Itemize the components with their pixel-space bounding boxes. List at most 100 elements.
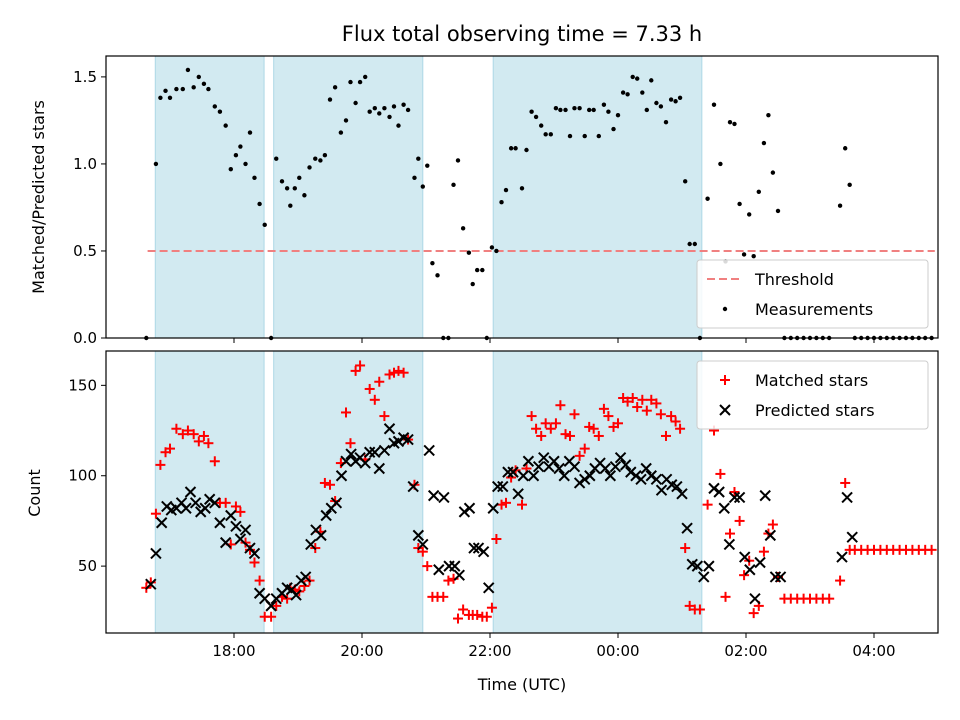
predicted-stars-point-b bbox=[846, 531, 858, 543]
matched-stars-point bbox=[598, 403, 609, 414]
predicted-stars-point bbox=[728, 491, 741, 504]
predicted-stars-point bbox=[487, 502, 499, 514]
predicted-stars-point-b bbox=[402, 433, 414, 446]
predicted-stars-point-b bbox=[619, 459, 632, 471]
predicted-stars-point bbox=[718, 502, 730, 514]
measurement-point bbox=[533, 114, 539, 120]
y-tick-label: 100 bbox=[68, 467, 97, 485]
matched-stars-point bbox=[254, 575, 265, 586]
measurement-point bbox=[756, 189, 761, 194]
measurement-point bbox=[489, 245, 495, 250]
observing-window-0 bbox=[154, 350, 265, 634]
predicted-stars-point bbox=[402, 433, 414, 446]
predicted-stars-point-b bbox=[299, 571, 312, 583]
predicted-stars-point bbox=[392, 435, 405, 448]
measurement-point bbox=[596, 133, 601, 139]
legend-predicted-swatch-b bbox=[719, 404, 731, 416]
predicted-stars-point bbox=[614, 451, 627, 464]
measurement-point bbox=[529, 109, 534, 114]
predicted-stars-point bbox=[558, 470, 570, 482]
predicted-stars-point-b bbox=[145, 578, 157, 590]
predicted-stars-point-b bbox=[320, 509, 332, 522]
counts-legend: Matched stars Predicted stars bbox=[696, 360, 929, 430]
measurement-point bbox=[367, 109, 372, 114]
matched-stars-point bbox=[171, 423, 182, 434]
matched-stars-point bbox=[220, 497, 231, 508]
matched-stars-point bbox=[670, 416, 681, 427]
measurement-point bbox=[401, 102, 406, 107]
predicted-stars-point-b bbox=[491, 480, 504, 493]
predicted-stars-point-b bbox=[522, 455, 535, 467]
predicted-stars-point-b bbox=[841, 491, 853, 504]
measurement-point bbox=[412, 175, 417, 181]
measurement-point bbox=[377, 111, 382, 116]
predicted-stars-point-b bbox=[563, 455, 576, 467]
predicted-stars-point-b bbox=[345, 448, 357, 460]
predicted-stars-point bbox=[739, 551, 751, 563]
measurement-point bbox=[167, 95, 173, 100]
matched-stars-point bbox=[458, 604, 469, 615]
observing-window-1 bbox=[273, 350, 424, 634]
predicted-stars-point bbox=[703, 560, 715, 572]
matched-stars-point bbox=[675, 423, 686, 434]
y-tick-label: 1.0 bbox=[73, 155, 97, 173]
measurement-point bbox=[582, 133, 587, 139]
measurement-point bbox=[252, 175, 257, 181]
matched-stars-point bbox=[702, 499, 713, 510]
predicted-stars-point-b bbox=[363, 446, 376, 458]
measurement-point bbox=[843, 146, 848, 151]
x-tick-label: 04:00 bbox=[852, 642, 895, 660]
matched-stars-point bbox=[641, 405, 652, 416]
predicted-stars-point-b bbox=[507, 466, 519, 478]
matched-stars-point bbox=[720, 591, 731, 602]
measurement-point bbox=[611, 126, 616, 132]
predicted-stars-point-b bbox=[203, 493, 216, 505]
predicted-stars-point-b bbox=[225, 509, 237, 522]
matched-stars-point bbox=[350, 365, 361, 376]
matched-stars-point bbox=[150, 508, 161, 519]
predicted-stars-point-b bbox=[180, 502, 192, 514]
predicted-stars-point-b bbox=[199, 502, 211, 514]
measurement-point bbox=[212, 104, 217, 109]
predicted-stars-point-b bbox=[650, 473, 663, 486]
matched-stars-point bbox=[325, 479, 335, 490]
predicted-stars-point-b bbox=[189, 497, 202, 509]
measurement-point bbox=[247, 130, 253, 135]
x-tick-label: 02:00 bbox=[724, 642, 767, 660]
measurement-point bbox=[649, 78, 654, 83]
measurement-point bbox=[770, 170, 776, 175]
measurement-point bbox=[587, 107, 592, 113]
matched-stars-point bbox=[235, 506, 246, 517]
predicted-stars-point bbox=[369, 446, 381, 458]
measurement-point bbox=[692, 241, 697, 247]
predicted-stars-point bbox=[754, 556, 766, 569]
matched-stars-point bbox=[680, 543, 691, 554]
matched-stars-point bbox=[193, 436, 204, 447]
legend-measurements-swatch bbox=[722, 306, 728, 312]
matched-stars-point bbox=[203, 438, 214, 449]
measurement-point bbox=[732, 121, 737, 127]
predicted-stars-point bbox=[345, 448, 357, 460]
predicted-stars-point bbox=[584, 470, 596, 482]
matched-stars-point bbox=[165, 443, 175, 454]
measurement-point bbox=[577, 106, 582, 111]
predicted-stars-point bbox=[438, 491, 450, 504]
measurement-point bbox=[718, 161, 723, 167]
measurement-point bbox=[625, 92, 630, 97]
measurement-point bbox=[223, 123, 228, 128]
measurement-point bbox=[766, 112, 771, 118]
predicted-stars-point-b bbox=[265, 600, 277, 612]
predicted-stars-point bbox=[553, 462, 565, 475]
predicted-stars-point bbox=[625, 466, 637, 478]
measurement-point bbox=[567, 133, 573, 139]
predicted-stars-point bbox=[671, 480, 683, 493]
predicted-stars-point bbox=[507, 466, 519, 478]
x-tick-label: 22:00 bbox=[468, 642, 511, 660]
legend-predicted-swatch bbox=[719, 404, 731, 416]
predicted-stars-point-b bbox=[433, 564, 445, 576]
predicted-stars-point bbox=[463, 502, 476, 514]
predicted-stars-point bbox=[512, 488, 524, 500]
predicted-stars-point-b bbox=[703, 560, 715, 572]
matched-stars-point bbox=[486, 602, 497, 613]
